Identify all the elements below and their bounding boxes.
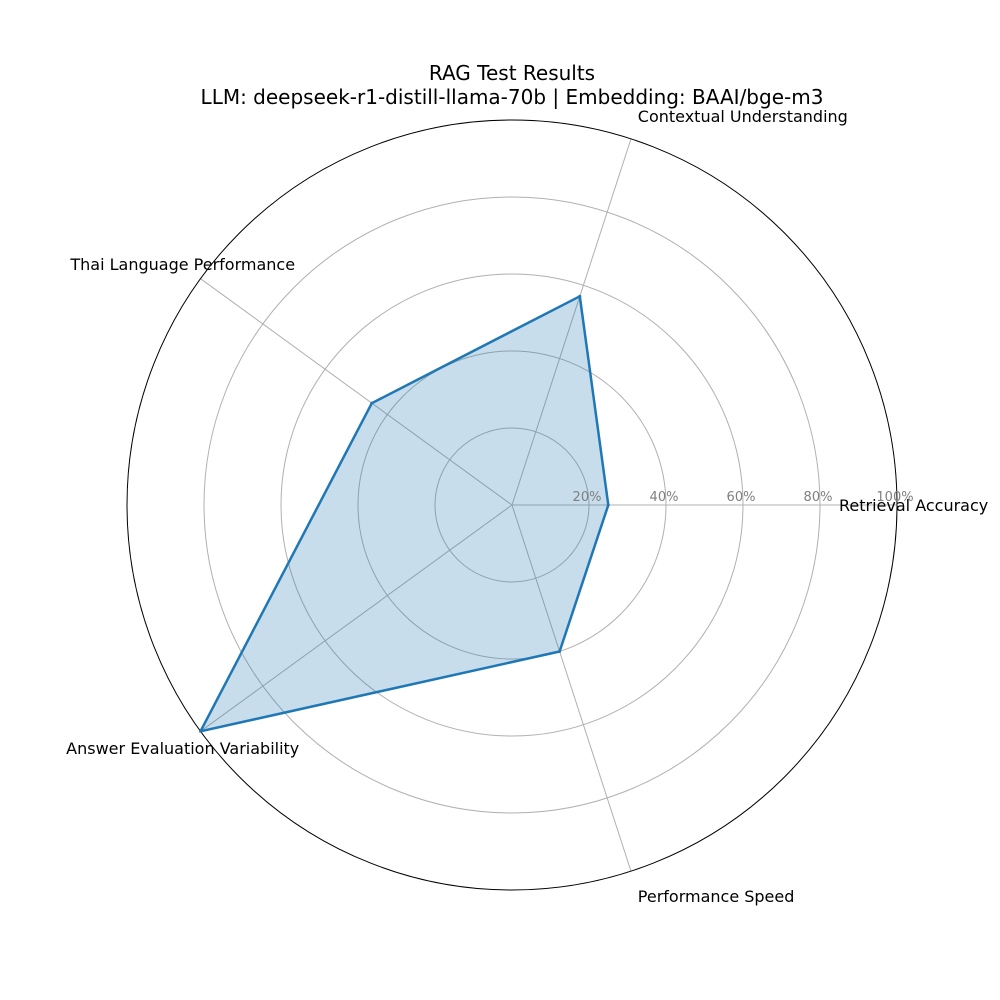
category-label-1: Contextual Understanding bbox=[638, 107, 848, 126]
radial-tick-label: 100% bbox=[876, 490, 913, 505]
data-layer bbox=[199, 294, 610, 733]
radial-tick-label: 60% bbox=[727, 490, 756, 505]
chart-subtitle: LLM: deepseek-r1-distill-llama-70b | Emb… bbox=[201, 85, 824, 109]
radial-tick-label: 80% bbox=[804, 490, 833, 505]
label-layer: 20% 40% 60% 80% 100%Retrieval Accuracy Contex… bbox=[66, 107, 988, 906]
series-area bbox=[200, 296, 609, 732]
polar-frame bbox=[126, 119, 898, 891]
spoke-3 bbox=[200, 504, 513, 732]
series-line bbox=[199, 295, 610, 733]
data-point-4 bbox=[558, 649, 562, 653]
grid-layer bbox=[126, 119, 898, 891]
spoke-1 bbox=[511, 138, 632, 506]
spoke-4 bbox=[511, 504, 632, 872]
data-point-1 bbox=[578, 294, 582, 298]
radial-tick-label: 20% bbox=[573, 490, 602, 505]
category-label-3: Answer Evaluation Variability bbox=[66, 739, 299, 758]
category-label-2: Thai Language Performance bbox=[69, 255, 295, 274]
data-point-3 bbox=[199, 729, 203, 733]
category-label-4: Performance Speed bbox=[638, 887, 795, 906]
data-point-2 bbox=[370, 401, 374, 405]
spoke-2 bbox=[200, 278, 513, 506]
data-point-0 bbox=[606, 503, 610, 507]
category-label-0: Retrieval Accuracy bbox=[839, 496, 988, 515]
chart-title: RAG Test Results bbox=[429, 61, 595, 85]
radial-tick-label: 40% bbox=[650, 490, 679, 505]
